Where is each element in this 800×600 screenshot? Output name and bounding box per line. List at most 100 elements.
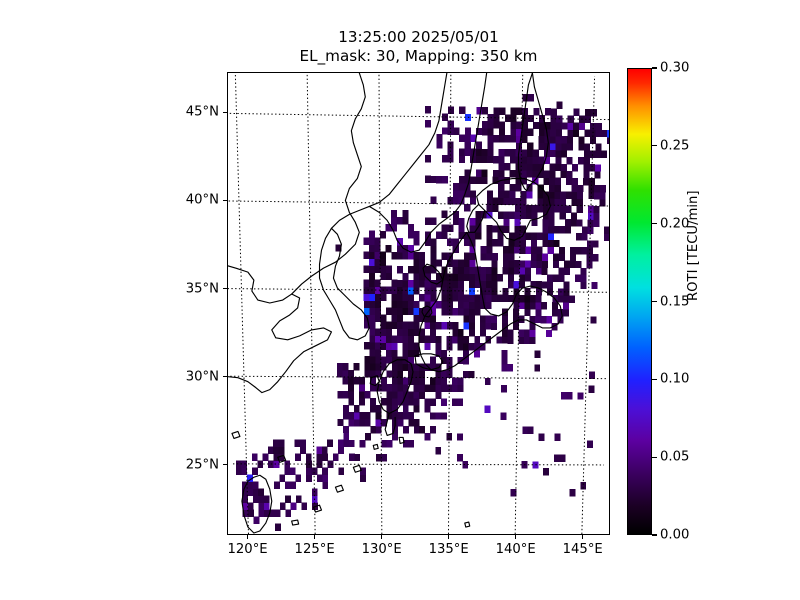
roti-cell <box>424 217 431 225</box>
lat-tick-mark-45 <box>223 111 227 114</box>
roti-cell <box>554 191 561 199</box>
roti-cell <box>586 247 593 255</box>
roti-cell <box>241 481 248 489</box>
roti-cell <box>556 122 563 130</box>
roti-cell <box>531 204 538 213</box>
roti-cell <box>595 150 602 158</box>
roti-cell <box>480 245 487 254</box>
roti-cell <box>486 266 493 275</box>
roti-cell <box>514 225 521 233</box>
roti-cell <box>375 453 382 462</box>
roti-cell <box>498 149 505 157</box>
roti-cell <box>458 176 465 184</box>
lon-tick-mark-140 <box>515 535 517 539</box>
roti-cell <box>554 177 561 185</box>
roti-cell <box>504 135 511 143</box>
roti-cell <box>294 439 301 448</box>
roti-cell <box>566 143 574 151</box>
roti-cell <box>513 280 520 289</box>
roti-cell <box>520 211 527 220</box>
roti-cell <box>458 287 465 295</box>
plot-title: 13:25:00 2025/05/01 EL_mask: 30, Mapping… <box>227 28 610 67</box>
roti-cell <box>408 300 415 309</box>
roti-cell <box>402 363 409 371</box>
roti-cell <box>548 191 555 199</box>
roti-cell <box>424 384 431 392</box>
roti-cell <box>441 308 448 316</box>
roti-cell <box>599 185 606 193</box>
roti-cell <box>274 481 280 489</box>
roti-cell <box>502 267 509 275</box>
roti-cell <box>369 342 376 350</box>
colorbar[interactable] <box>627 68 652 535</box>
roti-cell <box>588 191 595 200</box>
roti-cell <box>380 342 387 350</box>
roti-cell <box>492 155 500 164</box>
roti-cell <box>458 217 465 226</box>
roti-cell <box>316 453 323 462</box>
roti-cell <box>474 273 481 282</box>
roti-cell <box>474 280 481 288</box>
roti-cell <box>599 192 606 200</box>
roti-cell <box>469 245 476 254</box>
roti-cell <box>374 265 381 274</box>
roti-cell <box>258 488 264 496</box>
roti-cell <box>479 329 486 337</box>
roti-cell <box>335 244 342 252</box>
roti-cell <box>469 273 476 281</box>
title-line-params: EL_mask: 30, Mapping: 350 km <box>299 47 538 66</box>
roti-cell <box>464 190 471 198</box>
roti-cell <box>413 300 420 309</box>
roti-cell <box>509 211 516 219</box>
roti-cell <box>491 280 498 289</box>
roti-cell <box>396 286 403 295</box>
roti-cell <box>279 474 286 482</box>
roti-cell <box>424 335 431 344</box>
roti-cell <box>413 252 420 260</box>
roti-cell <box>587 240 594 248</box>
roti-cell <box>385 265 392 274</box>
roti-cell <box>498 197 505 205</box>
roti-cell <box>550 129 557 137</box>
roti-cell <box>446 308 453 316</box>
roti-cell <box>504 114 511 122</box>
roti-cell <box>536 246 543 254</box>
roti-cell <box>458 280 465 288</box>
roti-cell <box>514 218 521 226</box>
roti-cell <box>457 433 463 441</box>
roti-cell <box>520 177 528 185</box>
roti-cell <box>475 225 482 233</box>
roti-cell <box>348 439 355 448</box>
roti-cell <box>564 260 571 269</box>
roti-cell <box>555 149 562 158</box>
roti-cell <box>497 225 504 233</box>
roti-cell <box>491 239 498 247</box>
roti-cell <box>561 143 568 151</box>
roti-cell <box>374 314 381 322</box>
roti-cell <box>545 329 552 338</box>
roti-cell <box>535 295 542 303</box>
roti-cell <box>532 149 539 157</box>
parallel-40 <box>228 200 609 207</box>
lat-tick-mark-25 <box>223 464 227 466</box>
roti-cell <box>457 329 464 337</box>
roti-cell <box>419 384 426 392</box>
roti-cell <box>524 274 531 282</box>
roti-cell <box>402 279 409 288</box>
roti-cell <box>397 300 404 309</box>
roti-cell <box>342 376 349 385</box>
roti-cell <box>252 495 259 503</box>
roti-cell <box>413 405 420 413</box>
roti-cell <box>576 205 583 213</box>
colorbar-tick-mark-3 <box>652 300 657 303</box>
roti-cell <box>447 141 454 149</box>
roti-cell <box>413 419 420 427</box>
roti-cell <box>408 265 415 274</box>
map-plot-area[interactable] <box>227 72 610 535</box>
roti-cell <box>538 128 545 137</box>
roti-cell <box>391 377 398 385</box>
roti-cell <box>469 301 476 309</box>
roti-cell <box>424 238 431 246</box>
roti-cell <box>543 170 550 178</box>
